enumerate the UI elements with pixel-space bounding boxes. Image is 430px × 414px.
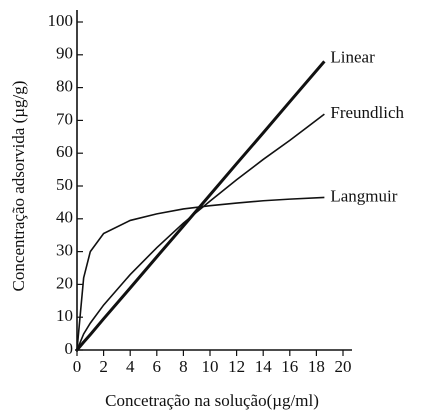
y-tick-label: 90 [56,44,73,63]
x-tick-label: 0 [73,357,82,376]
y-tick-label: 60 [56,142,73,161]
x-tick-label: 18 [308,357,325,376]
series-label: Linear [330,47,375,66]
x-tick-label: 12 [228,357,245,376]
y-tick-label: 80 [56,77,73,96]
y-tick-label: 70 [56,109,73,128]
y-tick-label: 100 [48,11,74,30]
y-tick-label: 40 [56,208,73,227]
y-tick-label: 0 [65,339,74,358]
series-label: Freundlich [330,103,404,122]
x-tick-label: 6 [153,357,162,376]
x-tick-label: 2 [99,357,108,376]
y-tick-label: 20 [56,273,73,292]
y-tick-label: 50 [56,175,73,194]
x-axis-label: Concetração na solução(µg/ml) [105,391,319,410]
y-tick-label: 30 [56,241,73,260]
x-tick-label: 20 [335,357,352,376]
x-tick-label: 14 [255,357,273,376]
x-tick-label: 16 [281,357,298,376]
y-tick-label: 10 [56,306,73,325]
x-tick-label: 4 [126,357,135,376]
series-line [76,113,325,351]
series-label: Langmuir [330,186,397,205]
series-line [76,196,325,351]
series-line [75,60,326,351]
y-axis-label: Concentração adsorvida (µg/g) [9,81,28,292]
x-tick-label: 8 [179,357,188,376]
x-tick-label: 10 [202,357,219,376]
